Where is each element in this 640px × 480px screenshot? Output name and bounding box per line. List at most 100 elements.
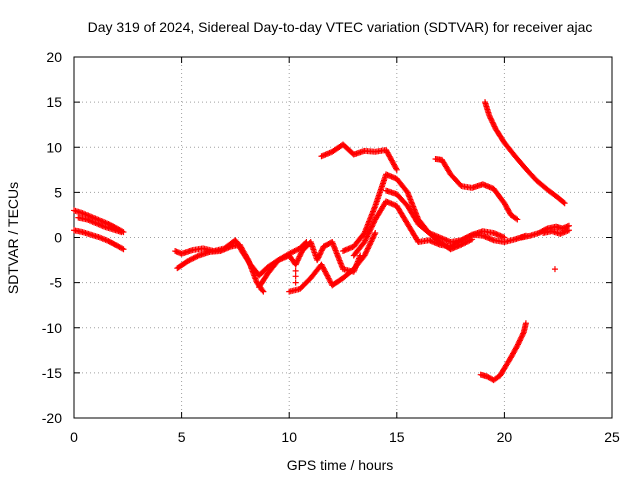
series-arc1c xyxy=(75,214,125,236)
x-tick-label: 10 xyxy=(281,429,297,445)
series-arc3 xyxy=(256,239,364,291)
y-tick-label: 0 xyxy=(54,230,62,246)
data-point xyxy=(292,261,299,268)
data-point xyxy=(297,252,304,259)
data-point xyxy=(517,336,524,343)
series-arc9 xyxy=(482,99,568,207)
data-point xyxy=(185,257,192,264)
y-tick-label: -15 xyxy=(42,365,62,381)
y-tick-label: 20 xyxy=(46,49,62,65)
data-point xyxy=(486,114,493,121)
data-point xyxy=(513,215,520,222)
data-point xyxy=(514,216,521,223)
data-point xyxy=(565,227,572,234)
series-arc8 xyxy=(432,155,521,223)
data-point xyxy=(194,253,201,260)
data-point xyxy=(316,253,323,260)
y-tick-label: 15 xyxy=(46,94,62,110)
data-point xyxy=(318,247,325,254)
data-point xyxy=(288,249,295,256)
data-point xyxy=(486,112,493,119)
data-point xyxy=(465,238,472,245)
data-point xyxy=(491,123,498,130)
y-tick-label: -20 xyxy=(42,410,62,426)
data-point xyxy=(459,241,466,248)
data-point xyxy=(296,253,303,260)
data-point xyxy=(519,331,526,338)
series-arc11 xyxy=(518,222,572,241)
data-point xyxy=(119,245,126,252)
y-tick-label: -5 xyxy=(50,275,63,291)
data-point xyxy=(319,246,326,253)
data-point xyxy=(469,236,476,243)
data-point xyxy=(314,257,321,264)
data-point xyxy=(193,253,200,260)
data-point xyxy=(260,288,267,295)
x-tick-label: 15 xyxy=(389,429,405,445)
data-point xyxy=(487,115,494,122)
axis-layer: 0 5 10 15 20 25 -20 -15 -10 -5 0 5 10 15 20 xyxy=(42,49,620,445)
data-point xyxy=(513,344,520,351)
x-tick-label: 20 xyxy=(497,429,513,445)
data-point xyxy=(393,165,400,172)
series-isolated xyxy=(551,266,558,273)
data-point xyxy=(186,257,193,264)
data-point xyxy=(191,254,198,261)
data-point xyxy=(463,239,470,246)
series-arc4 xyxy=(286,229,379,295)
data-point xyxy=(488,116,495,123)
data-layer xyxy=(71,99,572,384)
data-point xyxy=(120,246,127,253)
data-point xyxy=(466,237,473,244)
data-point xyxy=(292,279,299,286)
y-tick-label: 5 xyxy=(54,184,62,200)
x-tick-label: 25 xyxy=(604,429,620,445)
data-point xyxy=(314,255,321,262)
data-point xyxy=(118,229,125,236)
data-point xyxy=(292,267,299,274)
data-point xyxy=(294,246,301,253)
series-arc2b xyxy=(174,241,267,295)
data-point xyxy=(295,256,302,263)
data-point xyxy=(372,229,379,236)
data-point xyxy=(189,255,196,262)
x-tick-label: 0 xyxy=(70,429,78,445)
data-point xyxy=(462,239,469,246)
y-tick-label: -10 xyxy=(42,320,62,336)
series-arc5 xyxy=(318,141,400,173)
series-arc10 xyxy=(477,320,529,384)
data-point xyxy=(488,118,495,125)
data-point xyxy=(458,241,465,248)
data-point xyxy=(318,248,325,255)
data-point xyxy=(187,256,194,263)
series-arc11b xyxy=(540,227,572,237)
series-arc1a xyxy=(71,207,127,236)
data-point xyxy=(293,258,300,265)
y-tick-label: 10 xyxy=(46,139,62,155)
data-point xyxy=(317,250,324,257)
series-spike xyxy=(292,261,299,286)
data-point xyxy=(294,257,301,264)
data-point xyxy=(551,266,558,273)
series-arc1b xyxy=(71,227,127,253)
data-point xyxy=(316,251,323,258)
data-point xyxy=(518,333,525,340)
x-tick-label: 5 xyxy=(178,429,186,445)
x-axis-label: GPS time / hours xyxy=(287,457,394,473)
data-point xyxy=(520,330,527,337)
data-point xyxy=(244,255,251,262)
data-point xyxy=(490,120,497,127)
data-point xyxy=(292,273,299,280)
data-point xyxy=(259,287,266,294)
data-point xyxy=(290,248,297,255)
data-point xyxy=(291,248,298,255)
data-point xyxy=(315,254,322,261)
data-point xyxy=(297,250,304,257)
y-axis-label: SDTVAR / TECUs xyxy=(5,182,21,294)
data-point xyxy=(514,342,521,349)
data-point xyxy=(489,119,496,126)
data-point xyxy=(293,260,300,267)
data-point xyxy=(561,200,568,207)
data-point xyxy=(516,338,523,345)
